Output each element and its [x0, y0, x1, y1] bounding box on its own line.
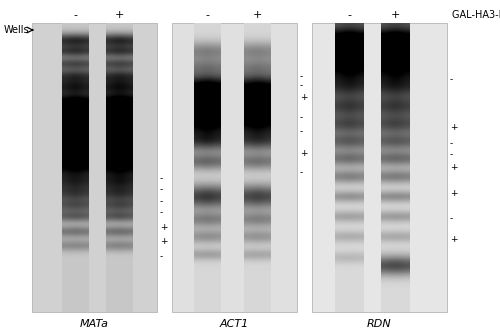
Bar: [312, 23, 447, 312]
Text: +: +: [160, 223, 168, 233]
Bar: [32, 23, 157, 312]
Text: -: -: [300, 82, 303, 90]
Text: MATa: MATa: [80, 319, 108, 329]
Bar: [335, 23, 364, 312]
Bar: [194, 23, 221, 312]
Text: -: -: [73, 10, 77, 20]
Bar: [62, 23, 89, 312]
Text: ACT1: ACT1: [220, 319, 248, 329]
Text: -: -: [347, 10, 351, 20]
Text: -: -: [160, 209, 163, 217]
Text: -: -: [160, 174, 163, 183]
Text: +: +: [450, 123, 458, 131]
Text: -: -: [160, 252, 163, 261]
Text: +: +: [450, 163, 458, 171]
Text: -: -: [300, 114, 303, 123]
Text: -: -: [300, 73, 303, 82]
Text: +: +: [450, 235, 458, 244]
Text: -: -: [450, 139, 453, 149]
Bar: [381, 23, 410, 312]
Bar: [172, 23, 297, 312]
Text: -: -: [160, 198, 163, 207]
Text: +: +: [300, 93, 308, 102]
Bar: [244, 23, 271, 312]
Text: -: -: [450, 76, 453, 84]
Text: -: -: [160, 185, 163, 195]
Bar: [106, 23, 133, 312]
Text: -: -: [450, 214, 453, 223]
Text: RDN: RDN: [366, 319, 392, 329]
Text: -: -: [205, 10, 209, 20]
Text: +: +: [114, 10, 124, 20]
Text: GAL-HA3-H3 overexpression: GAL-HA3-H3 overexpression: [452, 10, 500, 20]
Text: +: +: [450, 188, 458, 198]
Text: -: -: [450, 151, 453, 160]
Text: -: -: [300, 168, 303, 177]
Text: +: +: [300, 149, 308, 158]
Text: +: +: [390, 10, 400, 20]
Text: +: +: [160, 238, 168, 247]
Text: -: -: [300, 127, 303, 136]
Text: +: +: [252, 10, 262, 20]
Text: Wells: Wells: [4, 25, 30, 35]
